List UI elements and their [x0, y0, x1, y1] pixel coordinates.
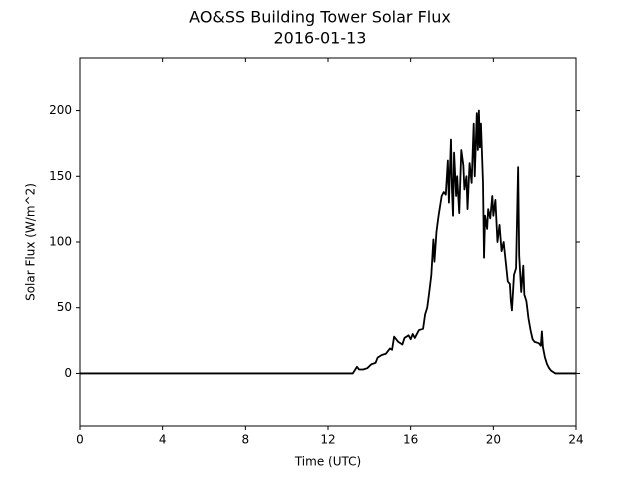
x-tick-label: 8 — [242, 433, 250, 447]
y-tick-label: 0 — [64, 366, 72, 380]
x-tick-label: 20 — [486, 433, 501, 447]
x-tick-label: 0 — [76, 433, 84, 447]
x-axis-label: Time (UTC) — [294, 455, 361, 469]
x-tick-label: 24 — [568, 433, 583, 447]
y-tick-label: 100 — [49, 235, 72, 249]
chart-title: AO&SS Building Tower Solar Flux — [189, 8, 451, 27]
y-tick-label: 200 — [49, 103, 72, 117]
x-tick-label: 12 — [320, 433, 335, 447]
y-tick-label: 150 — [49, 169, 72, 183]
data-line — [80, 109, 576, 375]
x-tick-label: 4 — [159, 433, 167, 447]
y-axis-label: Solar Flux (W/m^2) — [24, 183, 38, 301]
y-tick-label: 50 — [57, 300, 72, 314]
chart-subtitle: 2016-01-13 — [274, 29, 367, 48]
x-tick-label: 16 — [403, 433, 418, 447]
plot-frame — [79, 57, 577, 427]
